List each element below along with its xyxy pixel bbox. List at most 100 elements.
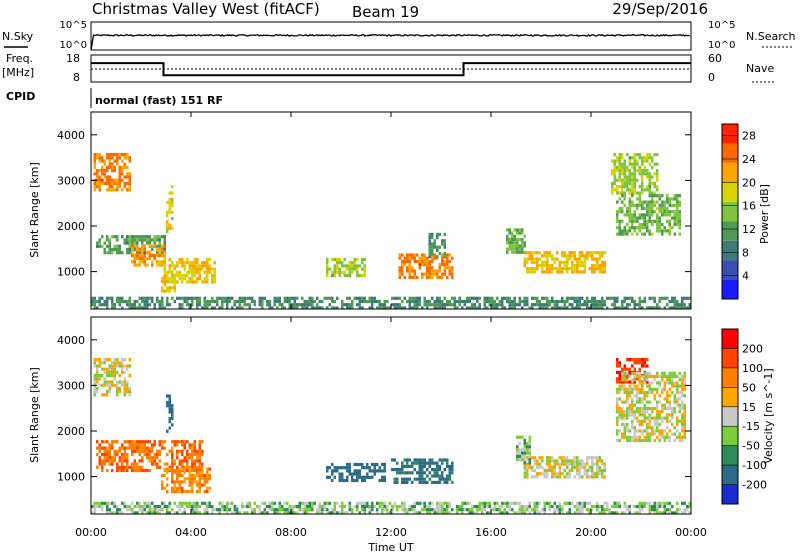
data-cell (226, 508, 229, 512)
data-cell (663, 296, 666, 300)
data-cell (111, 446, 114, 450)
data-cell (618, 232, 621, 236)
data-cell (398, 272, 401, 276)
data-cell (673, 511, 676, 515)
data-cell (483, 306, 486, 310)
data-cell (653, 422, 656, 427)
data-cell (418, 468, 421, 472)
data-cell (653, 203, 656, 207)
data-cell (93, 153, 96, 157)
data-cell (663, 210, 666, 214)
data-cell (576, 260, 579, 264)
data-cell (166, 276, 169, 280)
data-cell (621, 172, 624, 176)
data-cell (126, 386, 129, 390)
data-cell (628, 438, 631, 443)
data-cell (271, 508, 274, 512)
data-cell (126, 238, 129, 242)
data-cell (548, 465, 551, 469)
data-cell (161, 473, 164, 478)
data-cell (583, 465, 586, 469)
data-cell (581, 254, 584, 258)
data-cell (201, 264, 204, 268)
data-cell (431, 501, 434, 505)
data-cell (671, 511, 674, 515)
data-cell (98, 504, 101, 509)
data-cell (193, 467, 196, 471)
data-cell (346, 462, 349, 467)
data-cell (443, 511, 446, 515)
data-cell (663, 511, 666, 515)
data-cell (486, 501, 489, 505)
data-cell (648, 216, 651, 220)
data-cell (291, 296, 294, 300)
data-cell (611, 181, 614, 185)
data-cell (646, 156, 649, 160)
data-cell (638, 172, 641, 176)
data-cell (591, 508, 594, 512)
data-cell (148, 456, 151, 460)
data-cell (163, 280, 166, 284)
data-cell (623, 299, 626, 304)
data-cell (618, 397, 621, 401)
data-cell (111, 181, 114, 185)
data-cell (211, 306, 214, 310)
data-cell (121, 235, 124, 239)
data-cell (591, 459, 594, 463)
data-cell (276, 299, 279, 304)
data-cell (431, 242, 434, 246)
data-cell (621, 380, 624, 384)
data-cell (551, 465, 554, 469)
data-cell (271, 504, 274, 509)
data-cell (206, 273, 209, 278)
data-cell (123, 377, 126, 381)
data-cell (171, 486, 174, 490)
data-cell (391, 303, 394, 307)
data-cell (113, 181, 116, 185)
data-cell (563, 299, 566, 304)
data-cell (241, 501, 244, 505)
data-cell (618, 406, 621, 411)
data-cell (648, 416, 651, 420)
data-cell (196, 280, 199, 284)
data-cell (188, 473, 191, 478)
data-cell (666, 416, 669, 420)
data-cell (568, 468, 571, 473)
data-cell (176, 261, 179, 265)
data-cell (536, 511, 539, 515)
data-cell (391, 468, 394, 472)
data-cell (213, 277, 216, 281)
data-cell (116, 383, 119, 387)
data-cell (423, 508, 426, 512)
data-cell (438, 464, 441, 468)
data-cell (668, 394, 671, 398)
data-cell (536, 257, 539, 261)
data-cell (176, 273, 179, 278)
data-cell (121, 188, 124, 192)
colorbar-tick-label: 24 (742, 153, 756, 166)
data-cell (643, 374, 646, 379)
data-cell (643, 394, 646, 398)
data-cell (451, 461, 454, 465)
data-cell (441, 259, 444, 263)
data-cell (131, 247, 134, 251)
data-cell (523, 257, 526, 261)
data-cell (221, 299, 224, 304)
data-cell (628, 175, 631, 179)
data-cell (143, 244, 146, 248)
data-cell (101, 235, 104, 239)
data-cell (133, 253, 136, 257)
data-cell (626, 429, 629, 433)
data-cell (158, 250, 161, 254)
data-cell (551, 475, 554, 479)
data-cell (623, 390, 626, 395)
data-cell (563, 468, 566, 473)
data-cell (533, 267, 536, 271)
data-cell (631, 400, 634, 404)
data-cell (431, 252, 434, 256)
data-cell (328, 267, 331, 271)
data-cell (626, 358, 629, 362)
data-cell (121, 165, 124, 169)
data-cell (521, 250, 524, 254)
data-cell (446, 480, 449, 484)
